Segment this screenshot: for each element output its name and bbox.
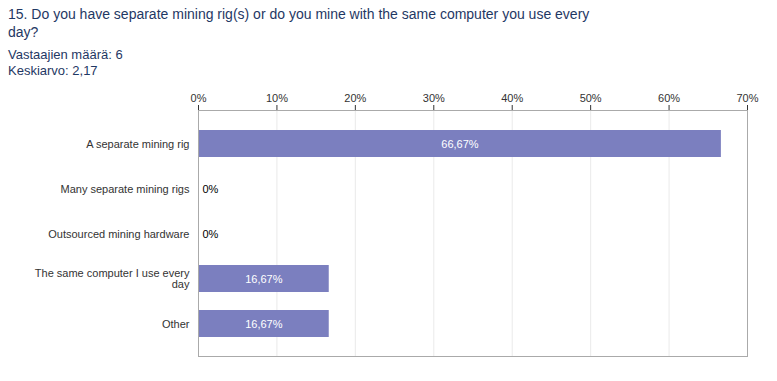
svg-text:60%: 60% <box>658 91 680 103</box>
html-text:15. Do you have separate minin: 15. Do you have separate mining rig(s) o… <box>8 6 590 40</box>
svg-text:16,67%: 16,67% <box>245 272 283 284</box>
svg-text:0%: 0% <box>191 91 207 103</box>
svg-text:0%: 0% <box>203 182 219 194</box>
svg-text:20%: 20% <box>344 91 366 103</box>
svg-text:A separate mining rig: A separate mining rig <box>86 137 189 149</box>
svg-text:Other: Other <box>162 317 190 329</box>
svg-text:70%: 70% <box>736 91 758 103</box>
svg-text:50%: 50% <box>580 91 602 103</box>
svg-text:Many separate mining rigs: Many separate mining rigs <box>60 182 190 194</box>
svg-text:40%: 40% <box>501 91 523 103</box>
svg-text:30%: 30% <box>423 91 445 103</box>
svg-text:16,67%: 16,67% <box>245 317 283 329</box>
svg-text:The same computer I use everyd: The same computer I use everyday <box>35 267 190 290</box>
svg-text:66,67%: 66,67% <box>441 137 479 149</box>
svg-text:Outsourced mining hardware: Outsourced mining hardware <box>48 227 189 239</box>
svg-text:10%: 10% <box>266 91 288 103</box>
svg-text:0%: 0% <box>203 227 219 239</box>
html-text:Vastaajien määrä: 6 Keskiarvo:: Vastaajien määrä: 6 Keskiarvo: 2,17 <box>8 47 123 79</box>
